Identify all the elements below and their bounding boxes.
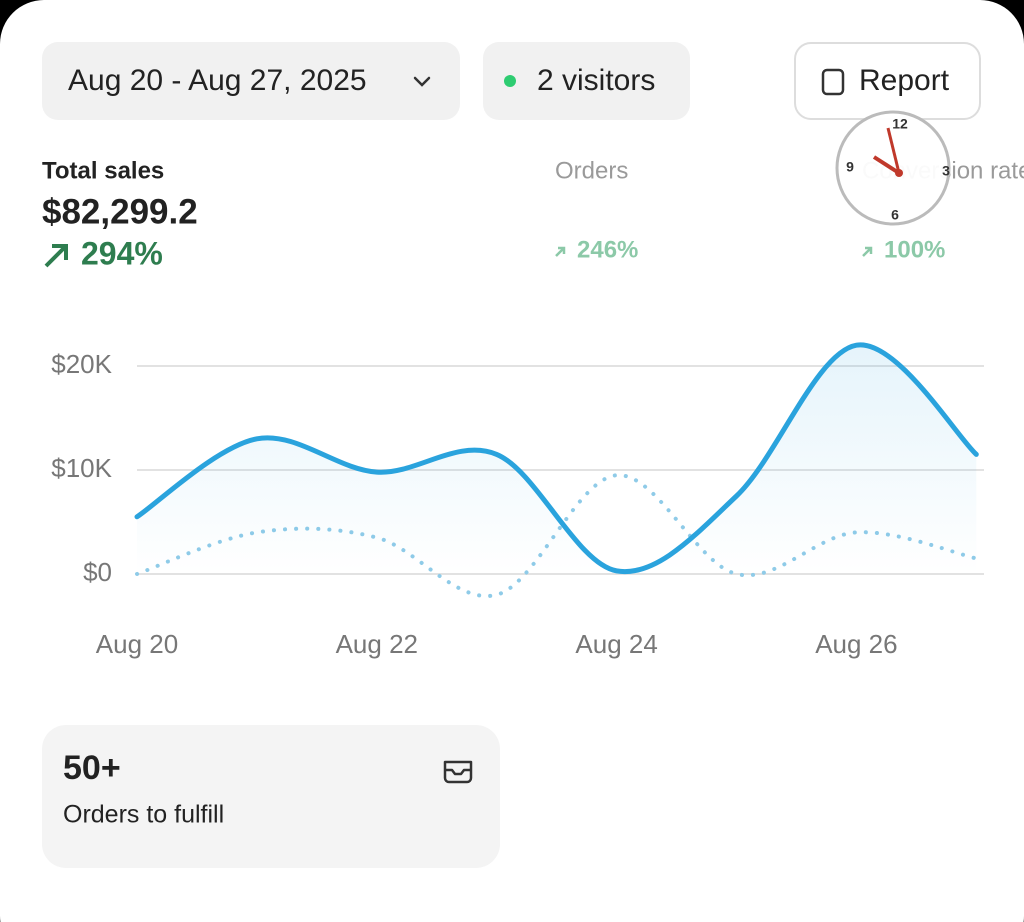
up-arrow bbox=[862, 246, 873, 257]
chevron bbox=[413, 76, 431, 87]
inbox-icon bbox=[443, 760, 473, 784]
visitors-filter[interactable]: 2 visitors bbox=[483, 42, 690, 120]
metric-change: 294% bbox=[81, 235, 163, 271]
fulfill-card[interactable]: 50+ Orders to fulfill bbox=[42, 725, 500, 868]
card-count: 50+ bbox=[63, 749, 121, 787]
clock-overlay: 12 3 6 9 bbox=[835, 110, 951, 226]
date-filter[interactable]: Aug 20 - Aug 27, 2025 bbox=[42, 42, 460, 120]
x-tick-label: Aug 26 bbox=[815, 629, 897, 659]
report-label: Report bbox=[859, 64, 950, 97]
metric-change: 246% bbox=[577, 236, 638, 263]
metric-change: 100% bbox=[884, 236, 945, 263]
up-arrow bbox=[555, 246, 566, 257]
visitors: 2 visitors bbox=[537, 64, 655, 97]
metric-label[interactable]: Orders bbox=[555, 157, 628, 184]
y-tick-label: $0 bbox=[83, 557, 112, 587]
metric-value: $82,299.2 bbox=[42, 192, 198, 231]
clock-numeral: 12 bbox=[892, 116, 908, 132]
y-tick-label: $20K bbox=[51, 349, 112, 379]
clock-numeral: 6 bbox=[891, 207, 899, 223]
y-tick-label: $10K bbox=[51, 453, 112, 483]
date-pill[interactable] bbox=[42, 42, 460, 120]
card[interactable] bbox=[42, 725, 500, 868]
series-line bbox=[134, 342, 979, 575]
report-button[interactable]: Report bbox=[794, 42, 981, 120]
up-arrow bbox=[44, 244, 68, 268]
clock-pin bbox=[895, 169, 903, 177]
sales-chart: $0 $10K $20K Aug 20 Aug 22 Aug 24 Aug 26 bbox=[51, 342, 984, 659]
clock-hand bbox=[886, 127, 901, 174]
clock-numeral: 9 bbox=[846, 159, 854, 175]
live-dot bbox=[504, 75, 516, 87]
clock-hand bbox=[872, 155, 901, 175]
visitors-pill[interactable] bbox=[483, 42, 690, 120]
x-tick-label: Aug 24 bbox=[575, 629, 657, 659]
x-tick-label: Aug 20 bbox=[96, 629, 178, 659]
x-tick-label: Aug 22 bbox=[336, 629, 418, 659]
report-icon bbox=[821, 68, 845, 96]
date-range: Aug 20 - Aug 27, 2025 bbox=[68, 64, 367, 97]
area-fill bbox=[137, 344, 977, 574]
clock-numeral: 3 bbox=[942, 163, 950, 179]
metric-label[interactable]: Total sales bbox=[42, 157, 164, 184]
card-label: Orders to fulfill bbox=[63, 801, 224, 829]
